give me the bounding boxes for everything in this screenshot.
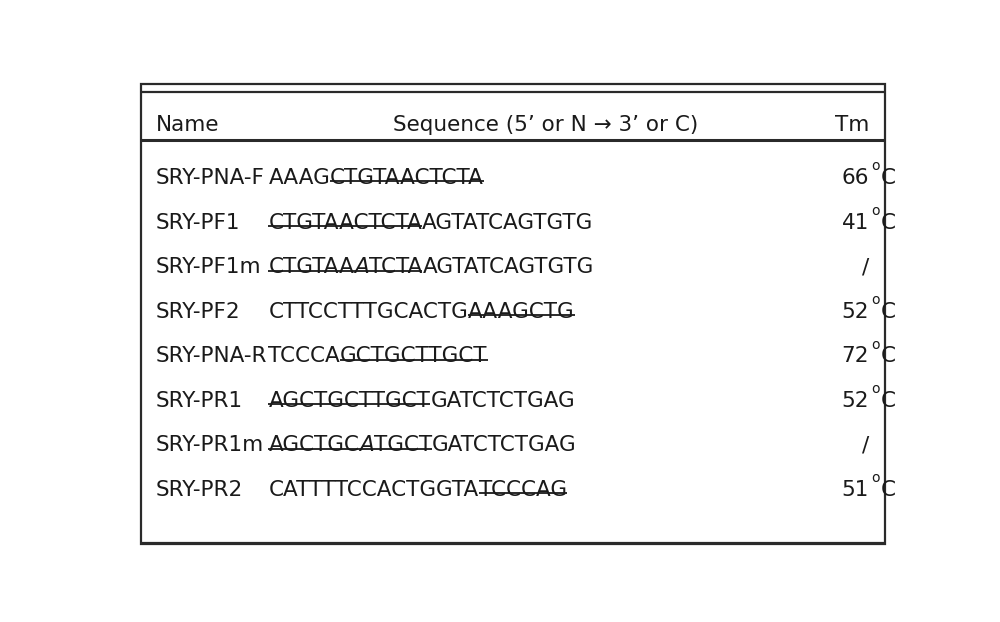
Text: AAAGCTG: AAAGCTG	[468, 302, 575, 322]
Text: SRY-PR2: SRY-PR2	[156, 480, 243, 500]
Text: 52: 52	[842, 302, 869, 322]
Text: A: A	[354, 257, 369, 277]
Text: AAAG: AAAG	[268, 168, 330, 188]
Text: AGTATCAGTGTG: AGTATCAGTGTG	[422, 257, 594, 277]
Text: CTTCCTTTGCACTG: CTTCCTTTGCACTG	[268, 302, 468, 322]
Text: GATCTCTGAG: GATCTCTGAG	[430, 391, 575, 411]
Text: AGCTGCTTGCT: AGCTGCTTGCT	[268, 391, 430, 411]
Text: o: o	[871, 159, 880, 174]
Text: C: C	[881, 168, 896, 188]
Text: GATCTCTGAG: GATCTCTGAG	[432, 435, 577, 455]
Text: 72: 72	[842, 346, 869, 366]
Text: SRY-PF1: SRY-PF1	[156, 213, 240, 233]
Text: o: o	[871, 338, 880, 351]
Text: C: C	[881, 302, 896, 322]
Text: TGCT: TGCT	[374, 435, 432, 455]
Text: 41: 41	[842, 213, 869, 233]
Text: o: o	[871, 204, 880, 218]
Text: SRY-PR1: SRY-PR1	[156, 391, 243, 411]
Text: Name: Name	[156, 115, 220, 136]
Text: 51: 51	[842, 480, 869, 500]
Text: TCCCA: TCCCA	[268, 346, 340, 366]
Text: SRY-PNA-F: SRY-PNA-F	[156, 168, 265, 188]
Text: SRY-PNA-R: SRY-PNA-R	[156, 346, 268, 366]
Text: CTGTAA: CTGTAA	[268, 257, 354, 277]
Text: /: /	[862, 435, 869, 455]
Text: SRY-PF2: SRY-PF2	[156, 302, 241, 322]
Text: o: o	[871, 293, 880, 307]
Text: o: o	[871, 382, 880, 396]
Text: SRY-PR1m: SRY-PR1m	[156, 435, 264, 455]
Text: AGTATCAGTGTG: AGTATCAGTGTG	[422, 213, 594, 233]
Text: Sequence (5’ or N → 3’ or C): Sequence (5’ or N → 3’ or C)	[393, 115, 698, 136]
Text: SRY-PF1m: SRY-PF1m	[156, 257, 262, 277]
Text: AGCTGC: AGCTGC	[268, 435, 359, 455]
Text: TCCCAG: TCCCAG	[479, 480, 567, 500]
Text: 66: 66	[842, 168, 869, 188]
Text: C: C	[881, 346, 896, 366]
Text: C: C	[881, 480, 896, 500]
Text: GCTGCTTGCT: GCTGCTTGCT	[340, 346, 488, 366]
Text: A: A	[359, 435, 374, 455]
Text: o: o	[871, 471, 880, 485]
Text: 52: 52	[842, 391, 869, 411]
Text: C: C	[881, 391, 896, 411]
Text: CTGTAACTCTA: CTGTAACTCTA	[330, 168, 484, 188]
Text: C: C	[881, 213, 896, 233]
Text: /: /	[862, 257, 869, 277]
Text: TCTA: TCTA	[369, 257, 422, 277]
Text: CTGTAACTCTA: CTGTAACTCTA	[268, 213, 422, 233]
Text: Tm: Tm	[835, 115, 869, 136]
Text: CATTTTCCACTGGTA: CATTTTCCACTGGTA	[268, 480, 479, 500]
